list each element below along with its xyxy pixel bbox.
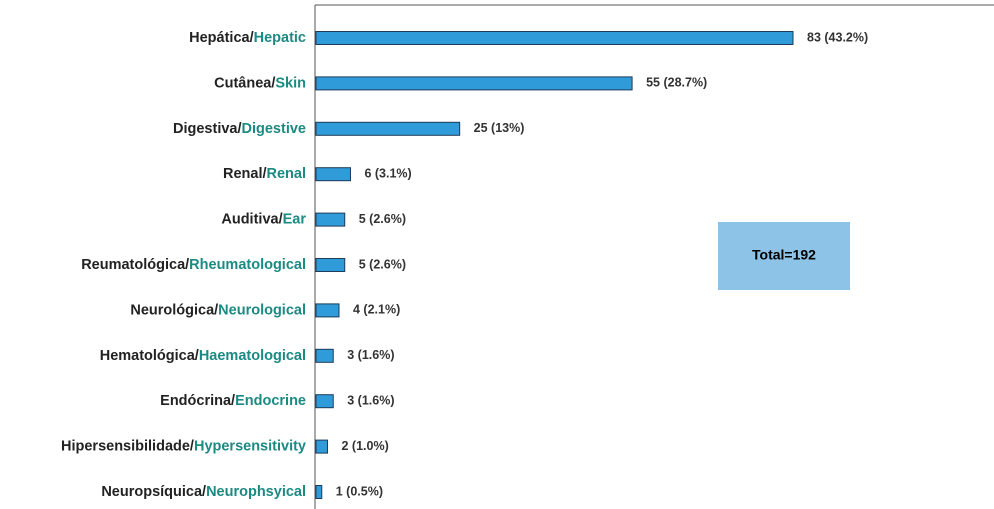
label-en: Hypersensitivity — [194, 438, 306, 454]
category-label: Reumatológica/Rheumatological — [81, 257, 306, 273]
value-label: 4 (2.1%) — [353, 303, 400, 317]
label-en: Skin — [275, 75, 306, 91]
label-en: Neurophsyical — [206, 484, 306, 500]
bar — [315, 303, 340, 318]
label-en: Hepatic — [254, 30, 306, 46]
bar — [315, 485, 323, 499]
label-en: Endocrine — [235, 393, 306, 409]
category-label: Cutânea/Skin — [214, 75, 306, 91]
value-label: 2 (1.0%) — [341, 439, 388, 453]
label-en: Renal — [267, 166, 307, 182]
label-pt: Endócrina/ — [160, 393, 235, 409]
label-en: Neurological — [218, 302, 306, 318]
label-en: Digestive — [242, 121, 306, 137]
label-pt: Hematológica/ — [100, 348, 199, 364]
category-label: Renal/Renal — [223, 166, 306, 182]
label-pt: Hepática/ — [189, 30, 253, 46]
category-label: Endócrina/Endocrine — [160, 393, 306, 409]
value-label: 83 (43.2%) — [807, 30, 868, 44]
category-label: Hematológica/Haematological — [100, 348, 306, 364]
value-label: 55 (28.7%) — [646, 76, 707, 90]
bar — [315, 258, 346, 272]
value-label: 3 (1.6%) — [347, 393, 394, 407]
bar — [315, 439, 328, 454]
value-label: 1 (0.5%) — [336, 484, 383, 498]
value-label: 6 (3.1%) — [364, 166, 411, 180]
value-label: 3 (1.6%) — [347, 348, 394, 362]
category-label: Hepática/Hepatic — [189, 30, 306, 46]
category-label: Auditiva/Ear — [221, 211, 306, 227]
label-pt: Neuropsíquica/ — [101, 484, 206, 500]
label-en: Ear — [283, 211, 307, 227]
label-pt: Digestiva/ — [173, 121, 242, 137]
category-label: Neurológica/Neurological — [130, 302, 306, 318]
bar — [315, 348, 334, 363]
label-pt: Reumatológica/ — [81, 257, 189, 273]
bar — [315, 76, 633, 91]
bar — [315, 31, 794, 45]
label-pt: Hipersensibilidade/ — [61, 438, 194, 454]
total-box — [718, 222, 850, 290]
category-label: Digestiva/Digestive — [173, 121, 306, 137]
label-en: Rheumatological — [189, 257, 306, 273]
label-en: Haematological — [199, 348, 306, 364]
category-label: Neuropsíquica/Neurophsyical — [101, 484, 306, 500]
category-label: Hipersensibilidade/Hypersensitivity — [61, 438, 306, 454]
label-pt: Renal/ — [223, 166, 267, 182]
label-pt: Cutânea/ — [214, 75, 275, 91]
annotation: Total=192 — [752, 247, 816, 263]
label-pt: Auditiva/ — [221, 211, 282, 227]
bar — [315, 167, 351, 182]
bar — [315, 121, 461, 136]
label-pt: Neurológica/ — [130, 302, 218, 318]
value-label: 25 (13%) — [474, 121, 525, 135]
bar — [315, 394, 334, 409]
bar — [315, 212, 346, 227]
value-label: 5 (2.6%) — [359, 212, 406, 226]
value-label: 5 (2.6%) — [359, 257, 406, 271]
